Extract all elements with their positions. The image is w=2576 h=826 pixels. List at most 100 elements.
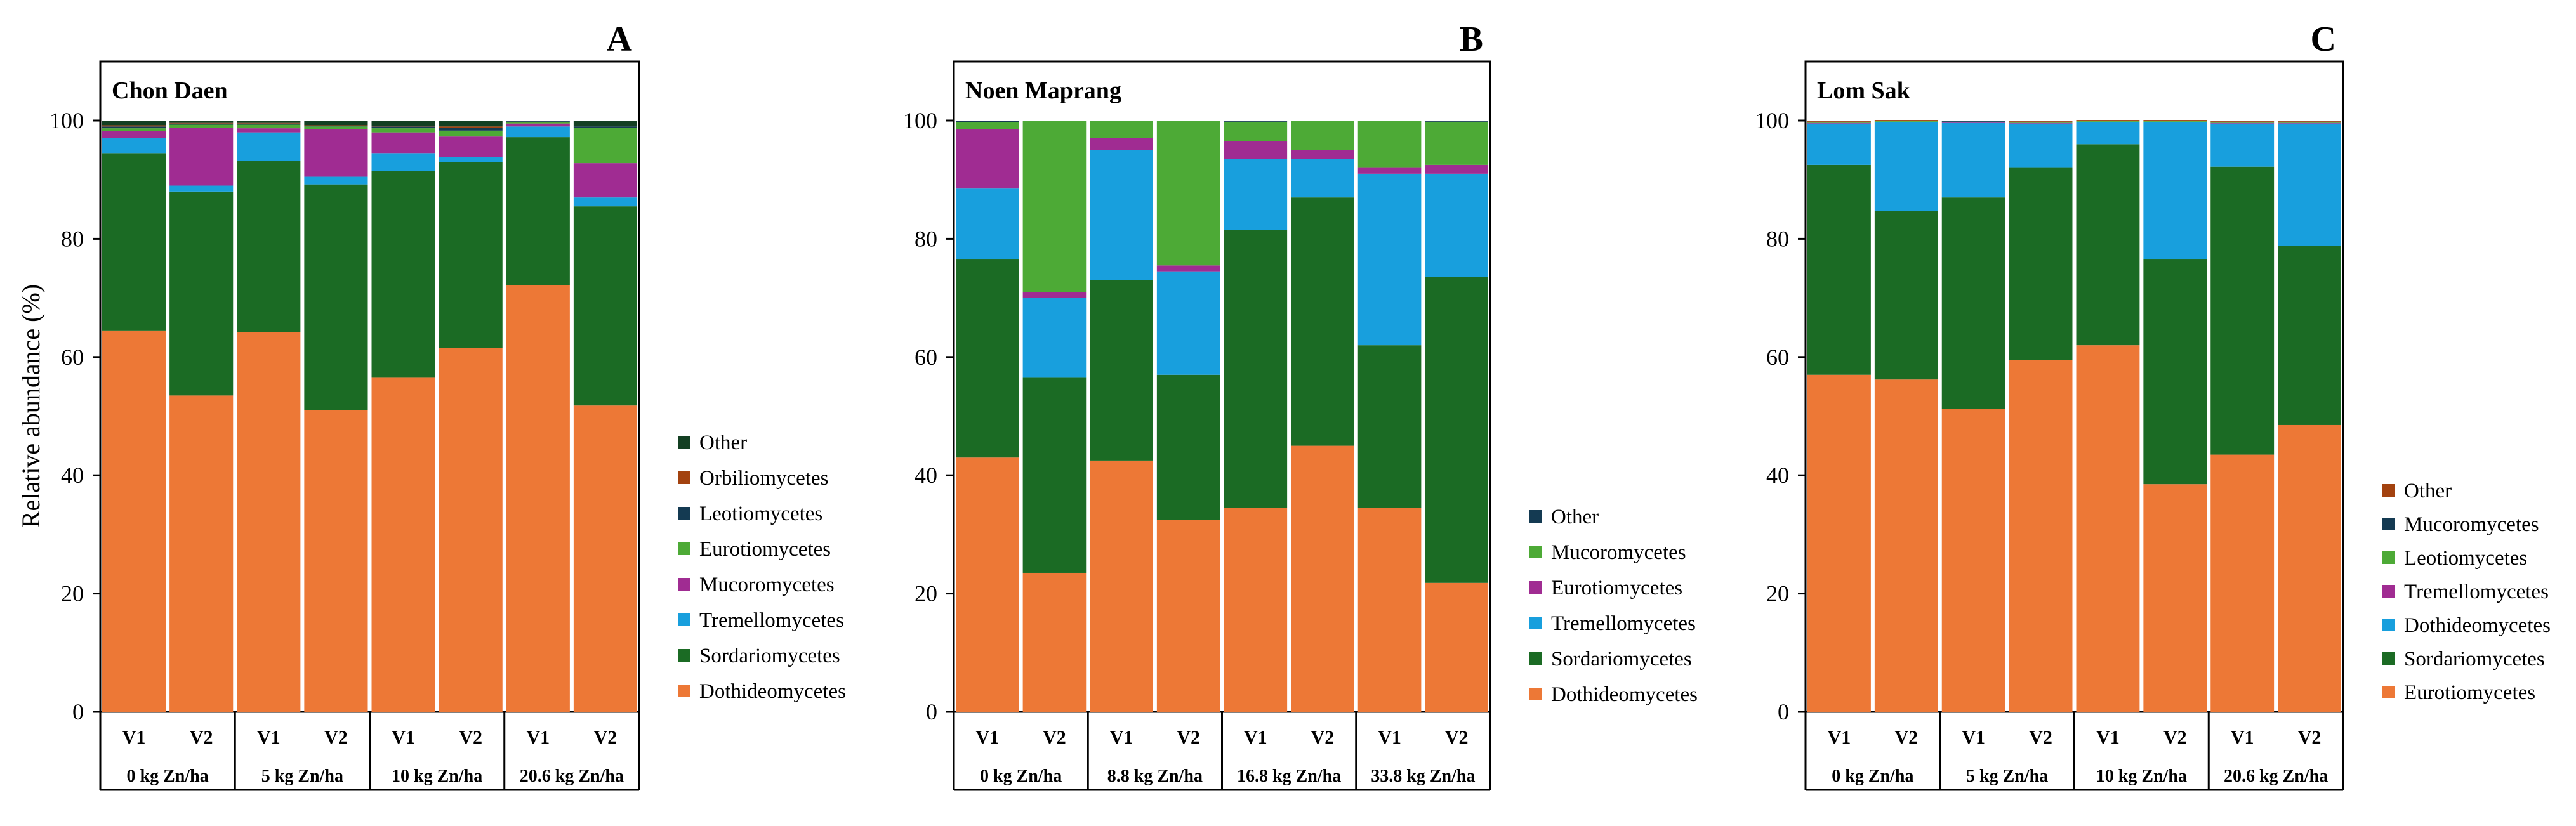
legend-swatch [2382, 551, 2395, 564]
x-tick-label: V1 [2096, 727, 2120, 748]
panel-letter: A [607, 20, 633, 59]
x-tick-label: V1 [975, 727, 999, 748]
bar-segment-dothideomycetes [956, 457, 1019, 712]
group-label: 5 kg Zn/ha [1966, 766, 2048, 786]
group-label: 5 kg Zn/ha [261, 766, 343, 786]
legend-label: Mucoromycetes [2404, 513, 2539, 536]
legend-item-leotiomycetes: Leotiomycetes [2382, 547, 2527, 570]
x-tick-label: V2 [2163, 727, 2187, 748]
y-axis-label: Relative abundance (%) [17, 284, 45, 528]
bar-segment-mucoromycetes [1156, 121, 1220, 266]
legend-item-other: Other [678, 431, 747, 454]
legend-label: Tremellomycetes [1551, 612, 1696, 635]
legend-item-leotiomycetes: Leotiomycetes [678, 502, 822, 525]
legend-label: Dothideomycetes [699, 680, 846, 703]
legend-item-sordariomycetes: Sordariomycetes [678, 645, 840, 667]
legend-swatch [2382, 484, 2395, 497]
group-label: 16.8 kg Zn/ha [1237, 766, 1341, 786]
legend-item-eurotiomycetes: Eurotiomycetes [2382, 681, 2535, 704]
legend-swatch [1529, 581, 1542, 594]
bar-segment-mucoromycetes [1090, 121, 1153, 138]
legend-label: Mucoromycetes [699, 574, 835, 596]
legend-label: Eurotiomycetes [699, 538, 831, 561]
legend-label: Sordariomycetes [699, 645, 840, 667]
bar-segment-dothideomycetes [1357, 508, 1422, 712]
bar-segment-leotiomycetes [2143, 121, 2207, 122]
legend-swatch [678, 471, 690, 484]
bar-segment-eurotiomycetes [102, 128, 166, 131]
x-tick-label: V2 [1177, 727, 1200, 748]
bar-segment-sordariomycetes [2210, 166, 2275, 455]
panel-c-lom-sak: C Lom Sak 0 20 40 60 80 100 V1 V2 V1 V2 V1 V2 V1 V2 0 kg… [1755, 20, 2551, 791]
legend-item-orbiliomycetes: Orbiliomycetes [678, 467, 828, 490]
y-tick-label: 60 [1766, 344, 1789, 370]
bar-segment-mucoromycetes [1941, 121, 2005, 122]
bar-segment-eurotiomycetes [371, 128, 435, 133]
legend-item-dothideomycetes: Dothideomycetes [1529, 683, 1698, 706]
bar-segment-sordariomycetes [169, 191, 234, 396]
bar-segment-leotiomycetes [1807, 122, 1871, 123]
bar-segment-leotiomycetes [1874, 121, 1938, 122]
site-title: Noen Maprang [965, 77, 1121, 104]
bar-segment-mucoromycetes [439, 136, 503, 157]
bar-segment-other [573, 121, 637, 127]
legend-swatch [2382, 619, 2395, 631]
x-tick-label: V1 [526, 727, 550, 748]
x-tick-label: V2 [459, 727, 482, 748]
bar-segment-sordariomycetes [1807, 164, 1871, 375]
legend-label: Sordariomycetes [1551, 648, 1692, 671]
bar-segment-mucoromycetes [371, 132, 435, 154]
bar-segment-other [2076, 120, 2140, 121]
bar-segment-sordariomycetes [1425, 277, 1488, 583]
bar-segment-eurotiomycetes [1807, 374, 1871, 712]
bar-segment-tremellomycetes [371, 153, 435, 171]
bar-segment-tremellomycetes [506, 126, 570, 138]
bar-segment-other [304, 121, 368, 126]
bar-segment-orbiliomycetes [304, 125, 368, 126]
x-tick-label: V1 [2231, 727, 2254, 748]
bar-segment-eurotiomycetes [1941, 409, 2005, 712]
bar-segment-eurotiomycetes [956, 129, 1019, 189]
bar-segment-leotiomycetes [573, 126, 637, 128]
bar-segment-eurotiomycetes [2143, 484, 2207, 712]
bar-segment-tremellomycetes [102, 138, 166, 154]
legend-item-mucoromycetes: Mucoromycetes [2382, 513, 2539, 536]
bar-segment-eurotiomycetes [169, 124, 234, 128]
group-label: 20.6 kg Zn/ha [520, 766, 624, 786]
y-tick-label: 20 [915, 581, 937, 606]
legend-swatch [2382, 518, 2395, 530]
group-label: 33.8 kg Zn/ha [1371, 766, 1475, 786]
bar-segment-tremellomycetes [439, 157, 503, 162]
bar-segment-dothideomycetes [237, 332, 301, 712]
bar-segment-dothideomycetes [1425, 582, 1488, 712]
bar-segment-other [2009, 121, 2073, 122]
y-tick-label: 20 [61, 581, 84, 606]
bar-segment-orbiliomycetes [237, 122, 301, 124]
x-tick-label: V2 [594, 727, 618, 748]
bar-segment-mucoromycetes [304, 129, 368, 177]
x-tick-label: V1 [392, 727, 415, 748]
legend-item-tremellomycetes: Tremellomycetes [2382, 580, 2549, 603]
bar-segment-sordariomycetes [1874, 211, 1938, 380]
panel-a-chon-daen: A Chon Daen 0 20 40 60 80 100 V1 V2 V1 V2 V1 V2 V1 V2 0 … [50, 20, 846, 791]
bar-segment-other [237, 121, 301, 123]
bar-segment-eurotiomycetes [1357, 167, 1422, 174]
x-tick-label: V2 [1894, 727, 1918, 748]
legend-label: Leotiomycetes [699, 502, 822, 525]
site-title: Lom Sak [1817, 77, 1911, 104]
x-tick-label: V2 [1445, 727, 1469, 748]
bar-segment-sordariomycetes [1941, 197, 2005, 409]
bar-segment-sordariomycetes [1156, 374, 1220, 520]
group-label: 0 kg Zn/ha [1832, 766, 1913, 786]
bar-segment-dothideomycetes [1874, 122, 1938, 211]
bar-segment-sordariomycetes [1022, 377, 1087, 573]
bar-segment-eurotiomycetes [439, 130, 503, 137]
legend-swatch [2382, 585, 2395, 598]
bar-segment-sordariomycetes [2143, 259, 2207, 485]
legend-item-mucoromycetes: Mucoromycetes [1529, 541, 1686, 564]
bar-segment-sordariomycetes [237, 161, 301, 332]
legend-label: Tremellomycetes [2404, 580, 2549, 603]
y-tick-label: 60 [61, 344, 84, 370]
x-tick-label: V2 [2029, 727, 2052, 748]
